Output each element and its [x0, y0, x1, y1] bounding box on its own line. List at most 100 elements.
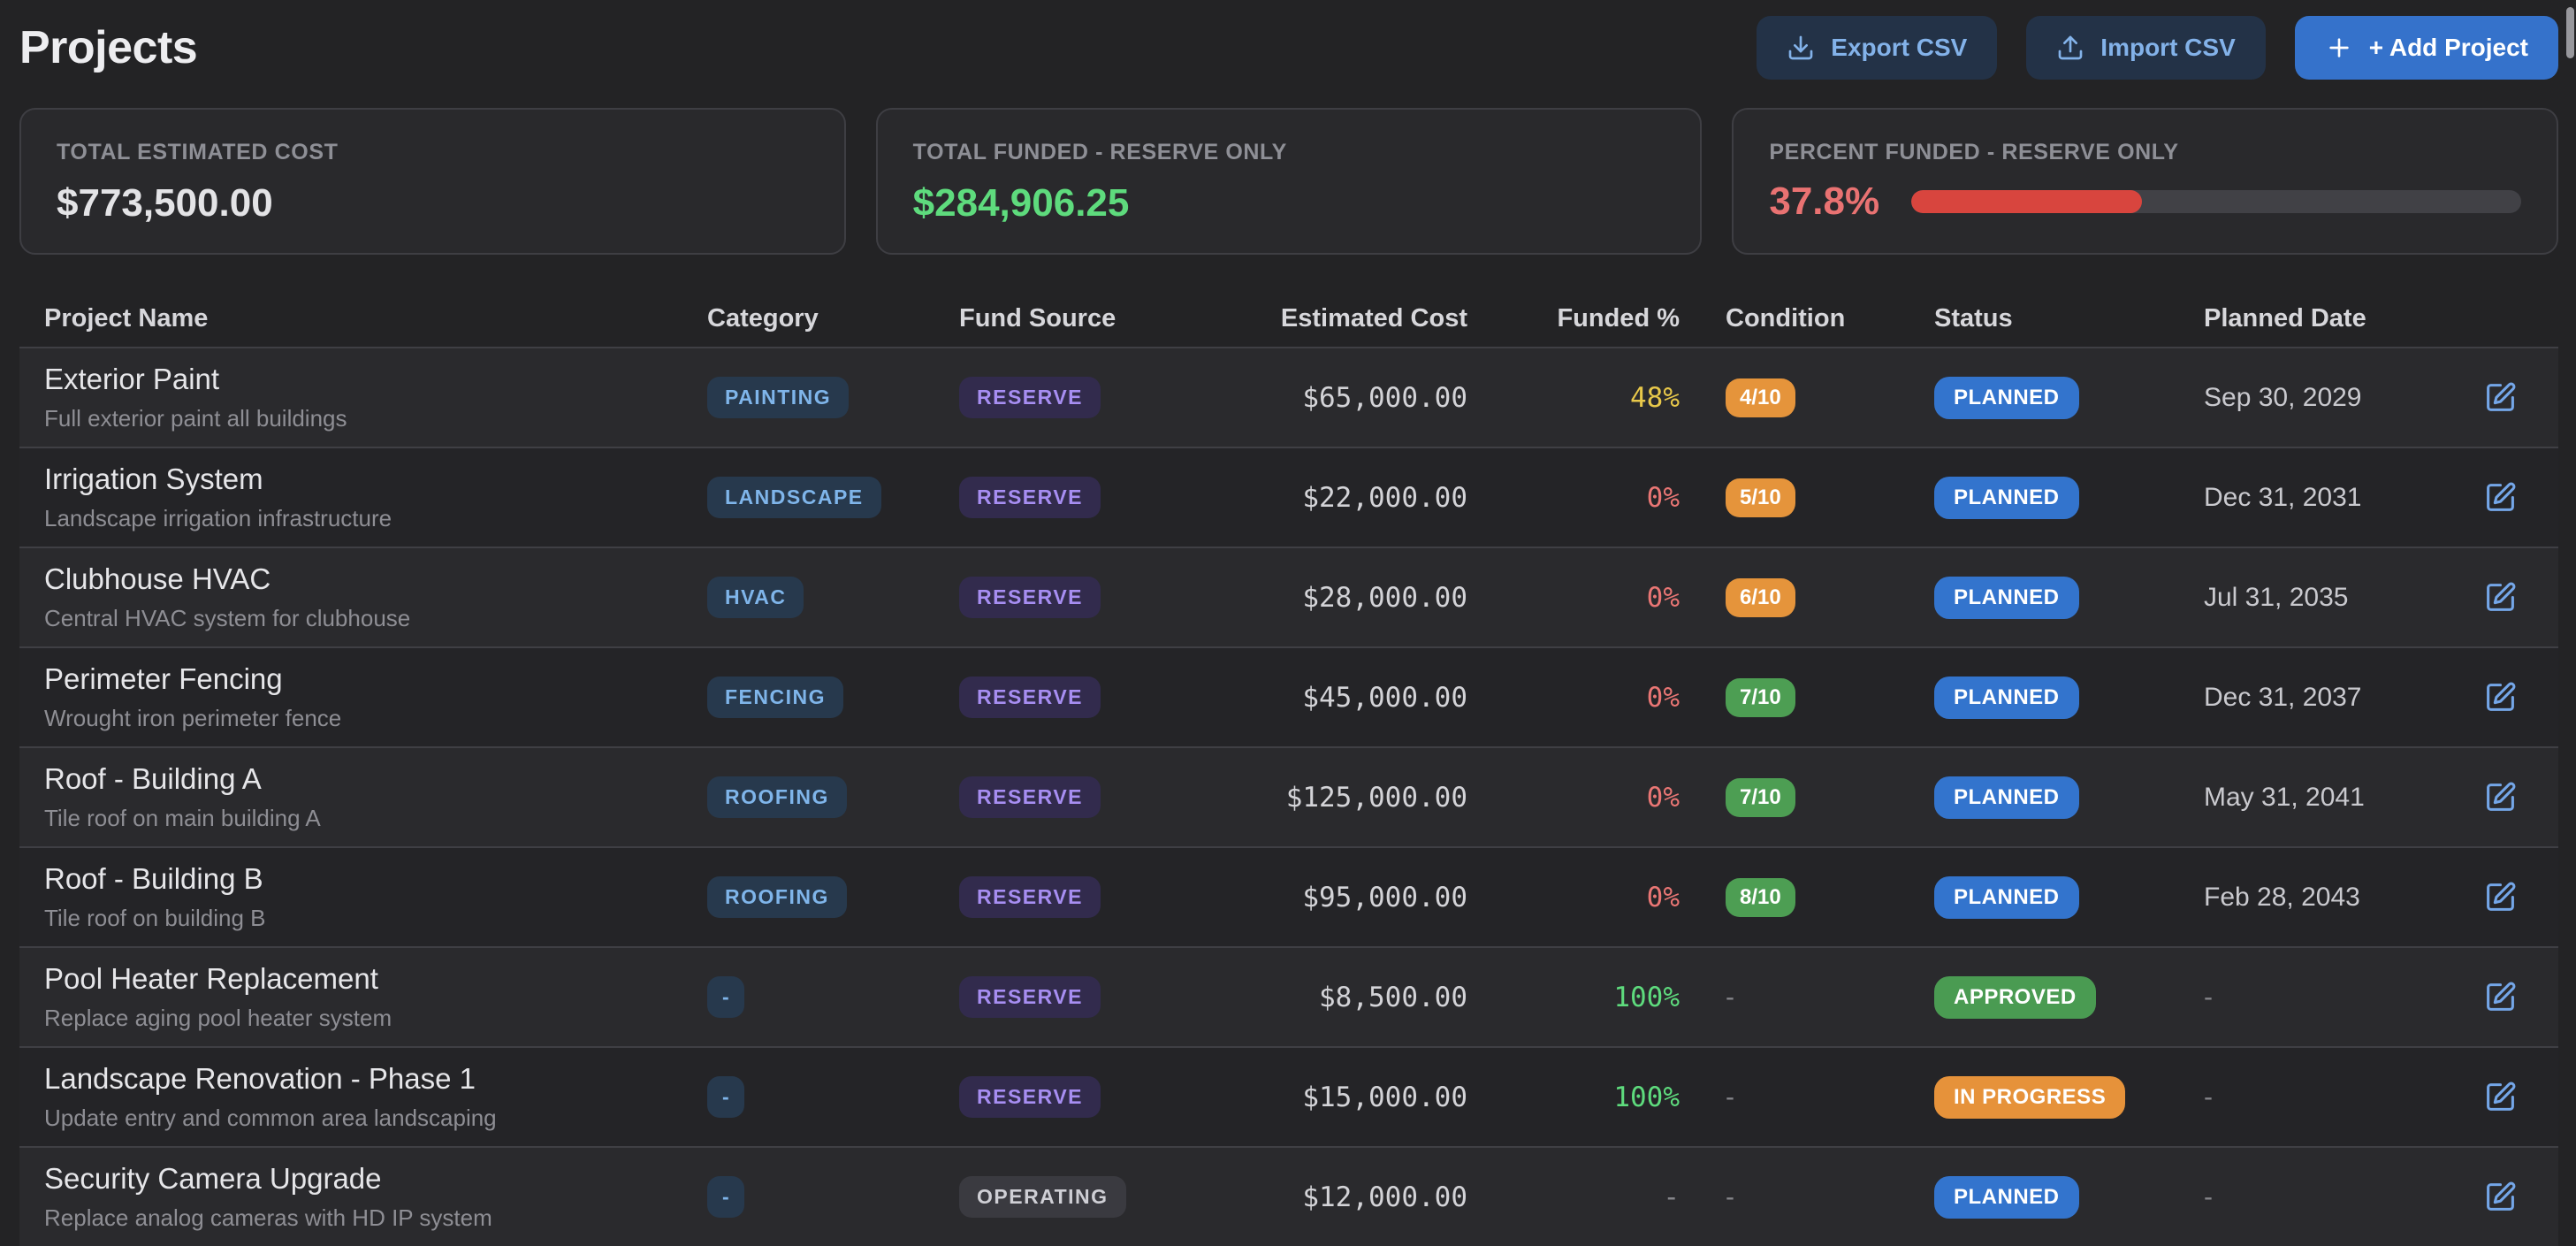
fund-source-badge: RESERVE — [959, 776, 1101, 818]
page-title: Projects — [19, 22, 198, 73]
project-description: Tile roof on main building A — [44, 805, 321, 831]
project-description: Central HVAC system for clubhouse — [44, 605, 411, 631]
total-funded-value: $284,906.25 — [912, 181, 1130, 225]
summary-cards: TOTAL ESTIMATED COST $773,500.00 TOTAL F… — [19, 108, 2559, 255]
status-badge: PLANNED — [1934, 1175, 2079, 1219]
project-description: Tile roof on building B — [44, 905, 266, 931]
fund-source-badge: RESERVE — [959, 677, 1101, 718]
edit-pencil-icon — [2484, 781, 2517, 814]
condition-badge: 7/10 — [1726, 677, 1795, 717]
planned-date: - — [2204, 1082, 2213, 1112]
category-badge: PAINTING — [707, 377, 850, 418]
funded-percent: 0% — [1646, 481, 1680, 514]
table-row: Clubhouse HVAC Central HVAC system for c… — [19, 547, 2558, 646]
category-badge: ROOFING — [707, 776, 847, 818]
export-csv-button[interactable]: Export CSV — [1757, 16, 1998, 80]
project-description: Wrought iron perimeter fence — [44, 705, 342, 731]
add-project-label: + Add Project — [2368, 34, 2528, 61]
table-row: Exterior Paint Full exterior paint all b… — [19, 347, 2558, 447]
card-label: TOTAL ESTIMATED COST — [57, 140, 339, 164]
table-row: Roof - Building B Tile roof on building … — [19, 846, 2558, 946]
table-row: Irrigation System Landscape irrigation i… — [19, 447, 2558, 547]
project-name: Clubhouse HVAC — [44, 562, 271, 595]
column-header-project-name: Project Name — [44, 303, 209, 333]
scrollbar — [2565, 0, 2576, 1219]
edit-button[interactable] — [2479, 1075, 2522, 1119]
estimated-cost: $45,000.00 — [1302, 681, 1467, 714]
edit-button[interactable] — [2479, 975, 2522, 1019]
download-icon — [1787, 34, 1815, 62]
planned-date: Dec 31, 2037 — [2204, 682, 2362, 712]
planned-date: Jul 31, 2035 — [2204, 582, 2349, 612]
table-row: Pool Heater Replacement Replace aging po… — [19, 946, 2558, 1046]
funded-percent: 0% — [1646, 581, 1680, 614]
status-badge: PLANNED — [1934, 476, 2079, 519]
column-header-estimated-cost: Estimated Cost — [1280, 303, 1467, 333]
condition-badge: 8/10 — [1726, 877, 1795, 917]
project-description: Update entry and common area landscaping — [44, 1105, 497, 1131]
fund-source-badge: RESERVE — [959, 1076, 1101, 1118]
category-badge: FENCING — [707, 677, 843, 718]
percent-funded-card: PERCENT FUNDED - RESERVE ONLY 37.8% — [1732, 108, 2559, 255]
column-header-category: Category — [707, 303, 819, 333]
funded-percent: 0% — [1646, 781, 1680, 814]
percent-funded-value: 37.8% — [1769, 180, 1880, 223]
funded-percent: - — [1663, 1181, 1680, 1213]
estimated-cost: $65,000.00 — [1302, 381, 1467, 414]
edit-button[interactable] — [2479, 476, 2522, 519]
column-header-fund-source: Fund Source — [959, 303, 1117, 333]
edit-pencil-icon — [2484, 581, 2517, 614]
fund-source-badge: RESERVE — [959, 976, 1101, 1018]
edit-button[interactable] — [2479, 776, 2522, 819]
edit-pencil-icon — [2484, 881, 2517, 913]
edit-button[interactable] — [2479, 576, 2522, 619]
table-header: Project Name Category Fund Source Estima… — [19, 290, 2558, 347]
project-name: Irrigation System — [44, 462, 263, 495]
estimated-cost: $28,000.00 — [1302, 581, 1467, 614]
category-badge: HVAC — [707, 577, 804, 618]
status-badge: IN PROGRESS — [1934, 1075, 2126, 1119]
toolbar: Export CSV Import CSV + Add Project — [1757, 16, 2558, 80]
table-body: Exterior Paint Full exterior paint all b… — [19, 347, 2558, 1246]
total-estimated-cost-value: $773,500.00 — [57, 181, 273, 225]
column-header-funded-percent: Funded % — [1557, 303, 1680, 333]
edit-button[interactable] — [2479, 1175, 2522, 1219]
status-badge: PLANNED — [1934, 776, 2079, 819]
card-label: PERCENT FUNDED - RESERVE ONLY — [1769, 140, 2179, 164]
scrollbar-thumb[interactable] — [2566, 7, 2574, 58]
status-badge: PLANNED — [1934, 376, 2079, 419]
planned-date: Sep 30, 2029 — [2204, 382, 2362, 412]
top-bar: Projects Export CSV Import CSV + Add Pro… — [19, 0, 2558, 80]
edit-pencil-icon — [2484, 681, 2517, 714]
edit-button[interactable] — [2479, 376, 2522, 419]
project-name: Landscape Renovation - Phase 1 — [44, 1062, 476, 1095]
total-funded-card: TOTAL FUNDED - RESERVE ONLY $284,906.25 — [875, 108, 1703, 255]
project-description: Full exterior paint all buildings — [44, 405, 347, 432]
condition-badge: 5/10 — [1726, 478, 1795, 517]
fund-source-badge: RESERVE — [959, 876, 1101, 918]
table-row: Landscape Renovation - Phase 1 Update en… — [19, 1046, 2558, 1146]
import-csv-button[interactable]: Import CSV — [2026, 16, 2266, 80]
edit-pencil-icon — [2484, 1181, 2517, 1213]
edit-button[interactable] — [2479, 676, 2522, 719]
upload-icon — [2056, 34, 2084, 62]
column-header-status: Status — [1934, 303, 2013, 333]
category-badge: LANDSCAPE — [707, 477, 881, 518]
import-csv-label: Import CSV — [2100, 34, 2236, 61]
project-name: Security Camera Upgrade — [44, 1162, 382, 1195]
category-badge: - — [707, 1076, 744, 1118]
funded-percent: 100% — [1613, 1081, 1680, 1113]
funded-percent: 48% — [1630, 381, 1680, 414]
funded-percent: 100% — [1613, 981, 1680, 1013]
planned-date: Dec 31, 2031 — [2204, 482, 2362, 512]
project-description: Landscape irrigation infrastructure — [44, 505, 392, 531]
funded-percent: 0% — [1646, 681, 1680, 714]
projects-table: Project Name Category Fund Source Estima… — [19, 290, 2558, 1246]
edit-button[interactable] — [2479, 875, 2522, 919]
card-label: TOTAL FUNDED - RESERVE ONLY — [912, 140, 1287, 164]
project-name: Exterior Paint — [44, 363, 220, 395]
add-project-button[interactable]: + Add Project — [2294, 16, 2558, 80]
project-name: Roof - Building B — [44, 862, 263, 895]
project-name: Pool Heater Replacement — [44, 962, 378, 995]
